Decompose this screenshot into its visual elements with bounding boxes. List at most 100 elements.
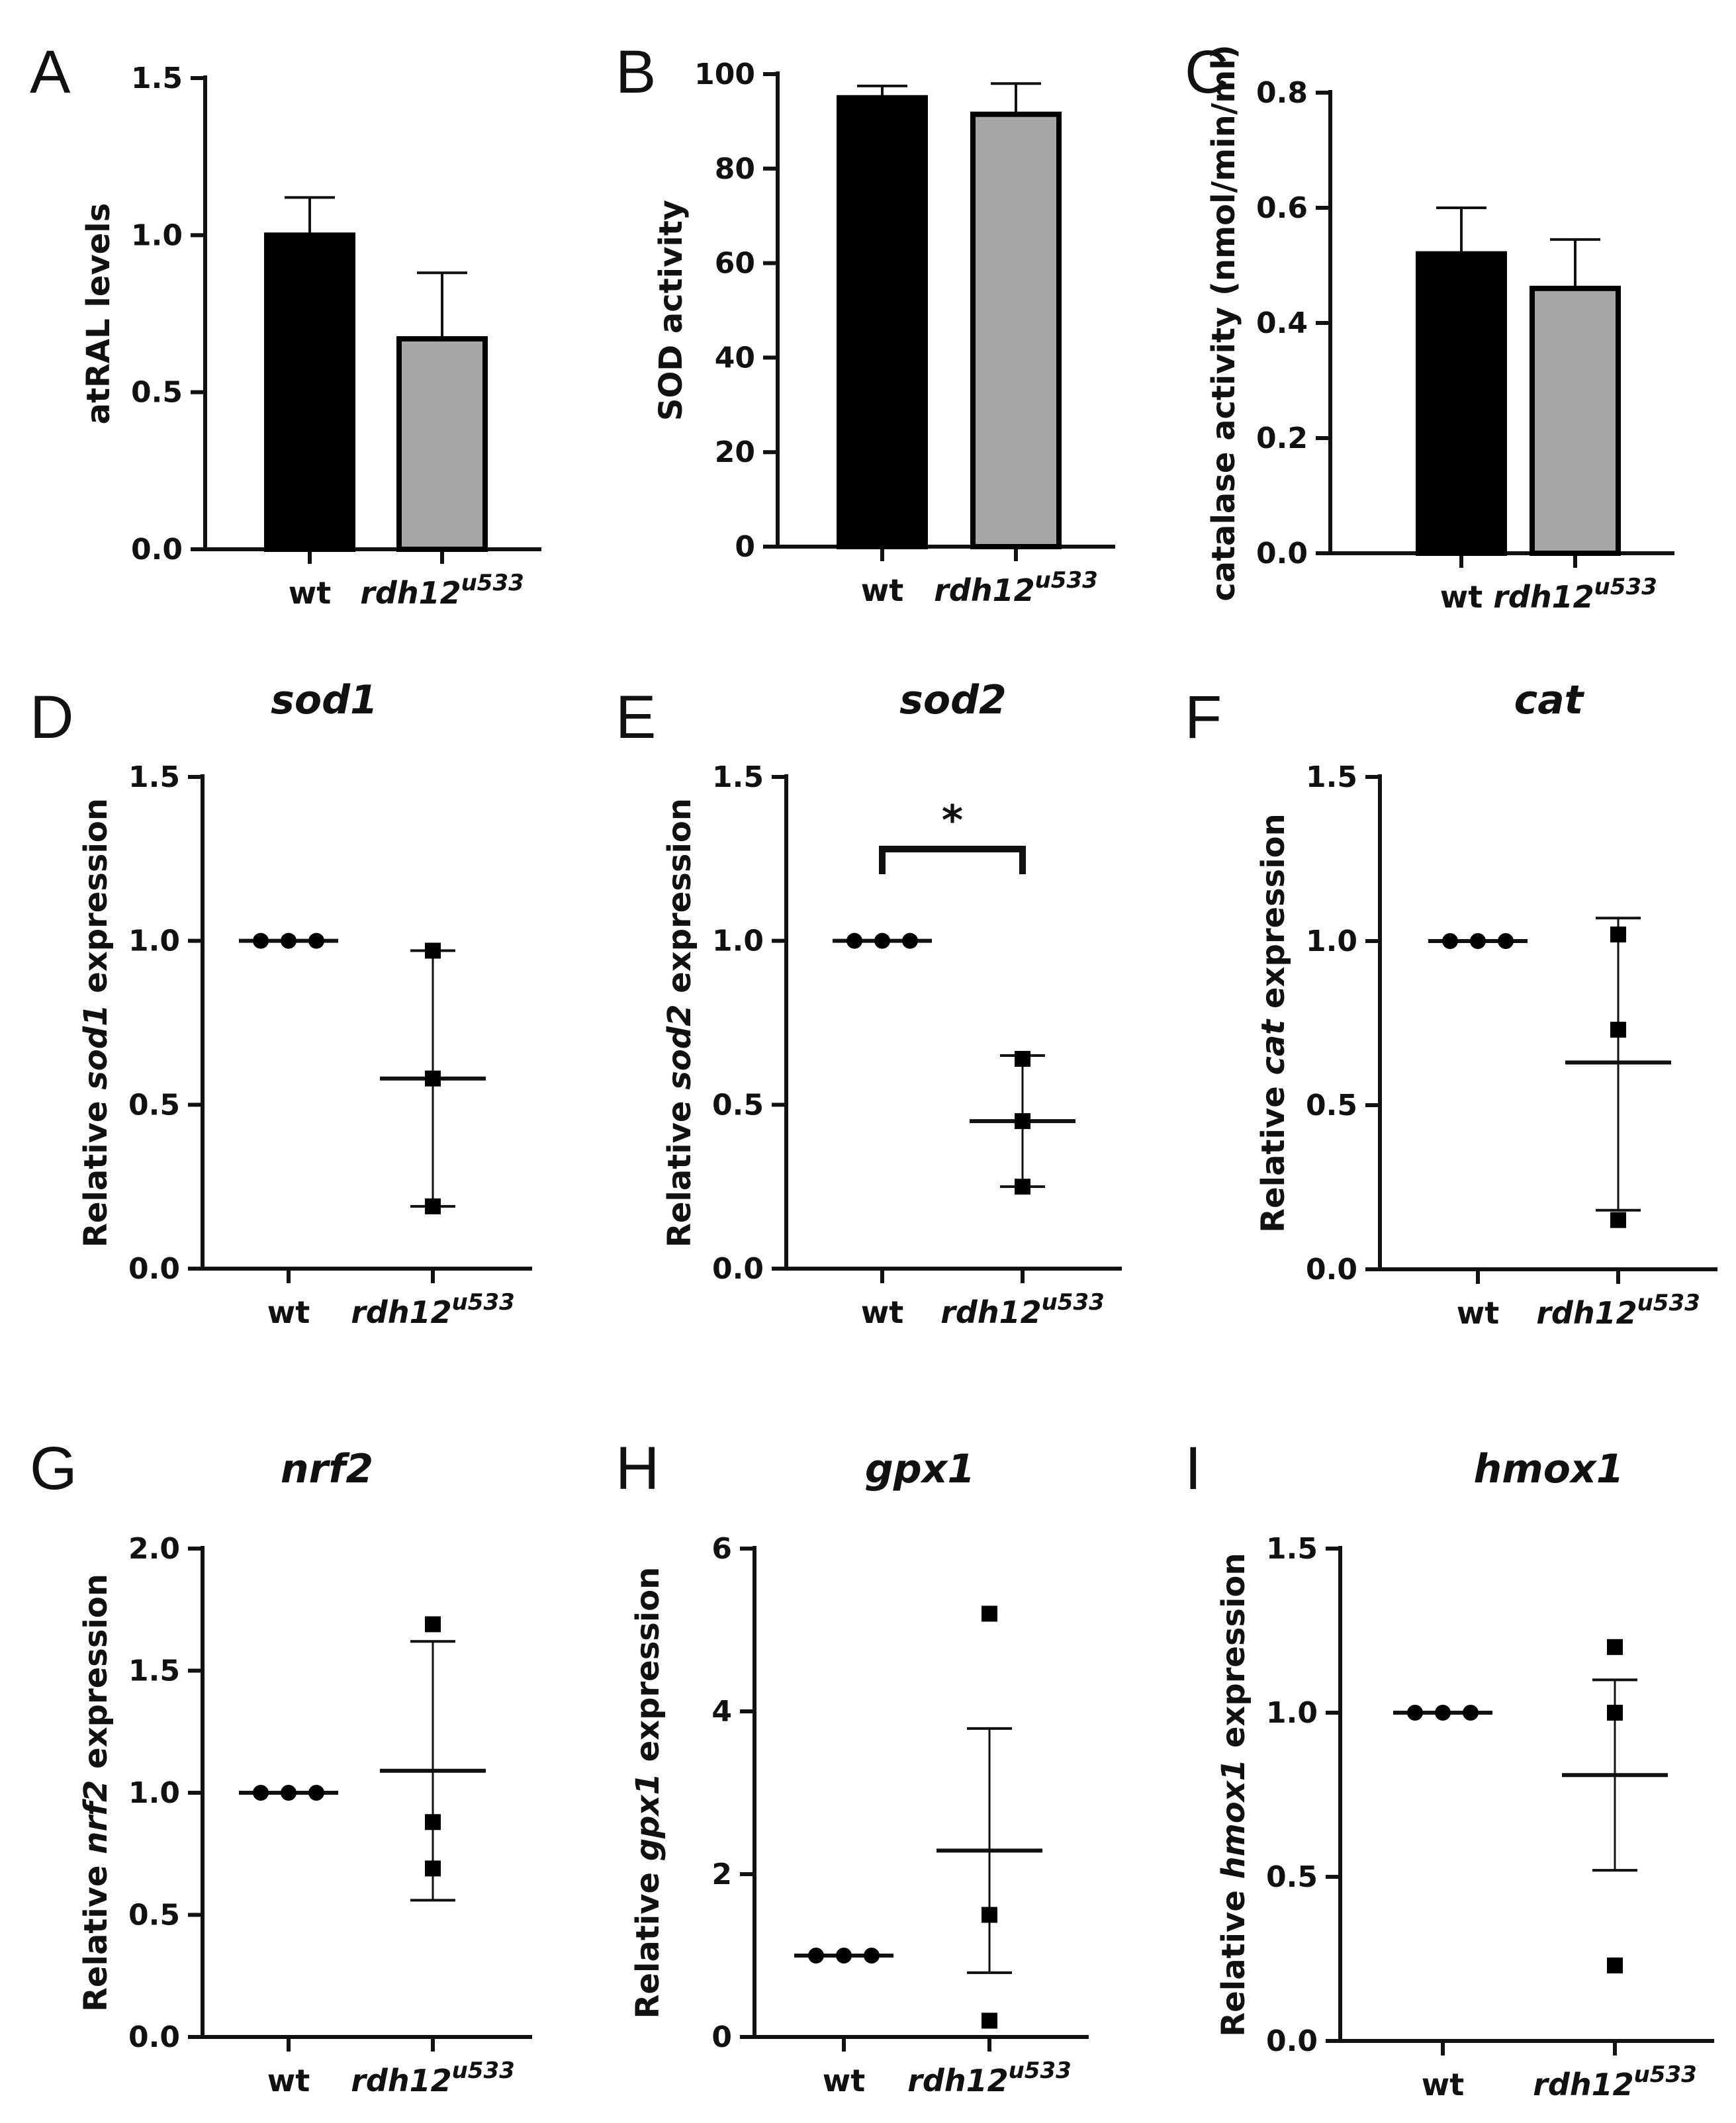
y-axis-label-part: expression <box>77 1574 114 1780</box>
y-tick-label: 1.5 <box>712 760 764 794</box>
category-superscript: u533 <box>1009 2057 1072 2084</box>
y-tick-label: 100 <box>694 58 755 91</box>
data-point <box>1607 1639 1623 1655</box>
x-category-label: rdh12u533 <box>1493 574 1657 615</box>
data-point <box>1463 1705 1479 1721</box>
y-axis-label-part: sod2 <box>661 1004 698 1089</box>
y-tick-label: 0.0 <box>712 1252 764 1286</box>
data-point <box>982 2012 997 2029</box>
category-superscript: u533 <box>1637 1290 1700 1316</box>
y-axis-label-part: expression <box>661 798 698 1005</box>
y-axis-label-part: cat <box>1255 1018 1292 1075</box>
x-category-label: rdh12u533 <box>351 2057 515 2099</box>
y-axis-label-part: nrf2 <box>77 1780 114 1854</box>
x-category-label: wt <box>823 2063 866 2099</box>
y-axis-label-part: Relative <box>77 1854 114 2012</box>
data-point <box>425 1860 441 1877</box>
data-point <box>1498 933 1514 949</box>
y-tick-label: 60 <box>715 247 755 281</box>
y-tick-label: 0.2 <box>1256 422 1308 455</box>
panel-letter: G <box>30 1435 77 1502</box>
data-point <box>425 1814 441 1830</box>
y-axis-label: catalase activity (nmol/min/ml) <box>1205 44 1242 601</box>
x-category-label: wt <box>267 1294 310 1330</box>
y-tick-label: 0 <box>735 530 755 564</box>
category-superscript: u533 <box>1594 574 1657 600</box>
data-point <box>902 932 918 949</box>
y-tick-label: 0.0 <box>1256 537 1308 570</box>
data-point <box>1470 933 1486 949</box>
y-tick-label: 0 <box>711 2020 732 2054</box>
x-category-label: rdh12u533 <box>360 570 524 611</box>
category-superscript: u533 <box>1634 2061 1697 2088</box>
y-axis-label: Relative cat expression <box>1255 813 1292 1233</box>
data-point <box>425 942 441 959</box>
y-tick-label: 0.0 <box>128 2020 180 2054</box>
category-main: rdh12 <box>351 1294 451 1330</box>
data-point <box>1610 926 1626 943</box>
y-tick-label: 6 <box>711 1532 732 1566</box>
category-main: rdh12 <box>360 575 461 611</box>
data-point <box>1015 1050 1030 1067</box>
y-axis-label-part: catalase activity (nmol/min/ml) <box>1205 44 1242 601</box>
y-tick-label: 0.6 <box>1256 191 1308 225</box>
data-point <box>1015 1179 1030 1195</box>
data-point <box>425 1198 441 1214</box>
y-axis-label-part: sod1 <box>77 1004 114 1089</box>
y-axis-label-part: hmox1 <box>1215 1759 1252 1879</box>
y-tick-label: 2.0 <box>128 1532 180 1566</box>
data-point <box>308 1785 324 1801</box>
y-tick-label: 2 <box>711 1858 732 1891</box>
data-point <box>425 1616 441 1633</box>
data-point <box>836 1948 852 1964</box>
data-point <box>808 1948 824 1964</box>
y-tick-label: 80 <box>715 152 755 186</box>
y-axis-label-part: expression <box>1255 813 1292 1020</box>
panel-letter: A <box>30 38 71 106</box>
y-axis-label-part: Relative <box>661 1090 698 1247</box>
y-axis-label-part: expression <box>629 1567 666 1774</box>
y-tick-label: 0.0 <box>1266 2024 1318 2058</box>
data-point <box>308 932 324 949</box>
y-axis-label: Relative hmox1 expression <box>1215 1553 1252 2036</box>
x-category-label: rdh12u533 <box>351 1289 515 1330</box>
y-tick-label: 0.0 <box>1306 1253 1357 1287</box>
significance-bracket <box>879 845 1026 874</box>
category-main: rdh12 <box>940 1294 1041 1330</box>
y-axis-label-part: SOD activity <box>653 200 690 421</box>
panel-title: hmox1 <box>1474 1446 1624 1492</box>
panel-title: sod2 <box>899 677 1007 723</box>
data-point <box>846 932 862 949</box>
x-category-label: rdh12u533 <box>907 2057 1072 2099</box>
bar <box>837 95 928 549</box>
category-superscript: u533 <box>1035 567 1098 594</box>
data-point <box>874 932 890 949</box>
y-tick-label: 0.0 <box>128 1252 180 1286</box>
y-tick-label: 1.5 <box>128 1654 180 1688</box>
panel-letter: E <box>616 684 656 751</box>
y-axis-label-part: Relative <box>77 1090 114 1247</box>
x-category-label: wt <box>861 1294 904 1330</box>
data-point <box>1607 1957 1623 1973</box>
y-axis-label-part: atRAL levels <box>80 203 117 425</box>
panel-title: gpx1 <box>865 1446 975 1492</box>
bar <box>1416 251 1507 556</box>
data-point <box>281 932 297 949</box>
data-point <box>982 1907 997 1923</box>
y-tick-label: 0.5 <box>131 376 183 410</box>
bar <box>970 111 1062 549</box>
x-category-label: wt <box>267 2063 310 2099</box>
y-tick-label: 40 <box>715 341 755 375</box>
y-tick-label: 20 <box>715 435 755 469</box>
x-category-label: wt <box>861 572 904 608</box>
y-axis-label: Relative gpx1 expression <box>629 1567 666 2019</box>
data-point <box>253 1785 269 1801</box>
data-point <box>1610 1212 1626 1228</box>
panel-b: B 0 20 40 60 80 100 wt rdh12u533 SOD activity <box>616 38 1115 608</box>
y-axis-label: SOD activity <box>653 200 690 421</box>
data-point <box>1442 933 1458 949</box>
